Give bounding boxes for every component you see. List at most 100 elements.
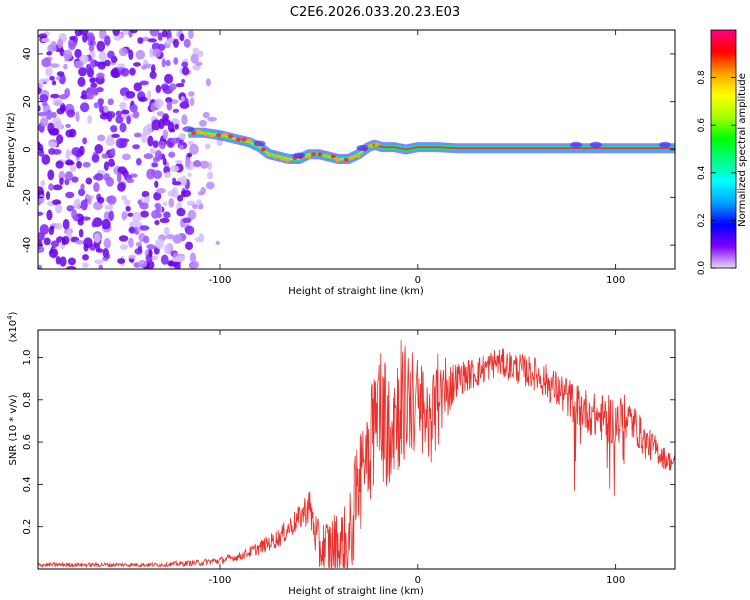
spectrogram-noise-blob (41, 154, 51, 165)
spectrogram-noise-blob (163, 211, 171, 219)
spectrogram-noise-blob (59, 105, 66, 112)
spectrogram-noise-blob (174, 123, 179, 130)
spectrogram-noise-blob (52, 98, 63, 107)
spectrogram-noise-blob (156, 111, 165, 117)
snr-x-tick-label: 0 (415, 575, 421, 586)
spectrogram-noise-blob (71, 146, 82, 156)
ridge-peak-blob (279, 156, 286, 161)
spectrogram-noise-blob (41, 101, 48, 107)
spectrogram-noise-blob (91, 221, 97, 228)
spectrogram-noise-blob (184, 156, 191, 168)
spectrogram-noise-blob (97, 61, 106, 70)
spectrogram-noise-blob (160, 254, 169, 265)
spectrogram-noise-blob (51, 111, 57, 119)
spectrogram-noise-blob (180, 96, 185, 102)
spectrogram-noise-blob (146, 168, 155, 180)
spectrogram-noise-blob (161, 58, 166, 68)
spectrogram-noise-blob (181, 114, 188, 125)
spectrogram-noise-blob (38, 33, 48, 39)
spectrogram-noise-blob (104, 35, 111, 46)
spectrogram-noise-blob (117, 182, 126, 192)
spectrogram-noise-blob (96, 87, 104, 93)
spectrogram-noise-blob (66, 109, 76, 118)
spectrogram-noise-blob (79, 145, 85, 156)
spectrogram-noise-blob (110, 147, 116, 156)
spectrogram-noise-blob (168, 265, 175, 269)
colorbar-label: Normalized spectral amplitude (737, 73, 748, 227)
ridge-side-blob (659, 141, 672, 148)
spectrogram-noise-blob (99, 113, 110, 120)
spectrogram-noise-blob (49, 75, 55, 81)
spectrogram-noise-blob (139, 202, 149, 210)
spectrogram-noise-blob (152, 48, 162, 58)
snr-y-ticks: 0.2 0.4 0.6 0.8 1.0 (22, 350, 675, 535)
spectrogram-noise-blob (40, 180, 46, 187)
spectrogram-noise-blob (108, 210, 114, 221)
spectrogram-noise-blob (85, 63, 92, 74)
colorbar-ticks: 0.0 0.2 0.4 0.6 0.8 (697, 70, 736, 275)
spectrogram-noise-blob (137, 259, 148, 268)
spectrogram-noise-blob (45, 109, 53, 120)
spectrogram-noise-blob (135, 49, 146, 60)
spectrogram-noise-blob (38, 245, 45, 253)
spectrogram-noise-blob (153, 191, 162, 201)
spectrogram-noise-blob (49, 63, 60, 68)
spectrogram-noise-blob (165, 59, 171, 67)
ridge-peak-blob (367, 143, 374, 148)
spectrogram-noise-blob (73, 198, 82, 210)
spectrogram-noise-blob (182, 217, 192, 224)
spectrogram-noise-blob (99, 30, 107, 40)
spectrogram-noise-blob (169, 165, 180, 173)
spectrogram-noise-blob (104, 204, 114, 211)
spectrogram-noise-blob (187, 140, 194, 146)
spectrogram-noise-blob (183, 38, 191, 48)
spectrogram-noise-blob (177, 194, 184, 202)
spectrogram-noise-blob (141, 36, 150, 42)
spectrogram-noise-blob (59, 177, 64, 186)
spectrogram-noise-blob (56, 134, 64, 145)
spectrogram-noise-blob (156, 187, 166, 194)
ridge-red-core (368, 143, 675, 151)
spectrogram-noise-blob (205, 181, 215, 190)
spectrogram-noise-blob (167, 190, 177, 197)
spectrogram-noise-blob (66, 266, 77, 269)
spectrogram-noise-blob (152, 170, 163, 180)
spectrogram-noise-blob (77, 76, 86, 87)
snr-x-axis-label: Height of straight line (km) (288, 586, 424, 597)
spectrogram-noise-blob (115, 110, 122, 117)
spectrogram-noise-blob (187, 152, 193, 158)
spectrogram-noise-blob (82, 137, 88, 145)
spectrogram-noise-blob (121, 211, 128, 220)
ridge-peak-blob (285, 158, 291, 163)
ridge-peak-blob (323, 154, 329, 159)
spectrogram-noise-blob (97, 134, 106, 142)
snr-y-tick-label: 0.6 (22, 434, 33, 450)
spectrogram-noise-blob (119, 101, 127, 110)
spectrogram-noise-blob (91, 154, 100, 163)
spectrogram-noise-blob (143, 153, 154, 160)
spectrogram-noise-blob (64, 171, 74, 181)
spectrogram-noise-blob (65, 159, 74, 166)
ridge-peak-blob (355, 153, 361, 158)
spectrogram-noise-blob (178, 132, 186, 141)
spectrogram-noise-blob (149, 148, 156, 155)
spectrogram-noise-blob (181, 61, 189, 68)
spectrogram-noise-blob (97, 196, 105, 204)
spectrogram-noise-blob (78, 228, 84, 238)
spectrogram-noise-blob (110, 68, 120, 79)
spectrogram-noise-blob (74, 30, 83, 37)
spectrogram-noise-blob (96, 40, 106, 52)
snr-y-tick-label: 0.8 (22, 392, 33, 408)
spectrogram-noise-blob (125, 205, 131, 212)
spectrogram-noise-blob (55, 203, 63, 214)
spectrogram-noise-blob (97, 98, 104, 106)
spectrogram-noise-blob (48, 183, 54, 191)
ridge-peak-blob (241, 137, 247, 142)
ridge-peak-blob (216, 133, 222, 138)
spectrogram-noise-blob (207, 171, 214, 180)
ridge-peak-blob (266, 152, 272, 157)
spectrogram-noise-blob (98, 51, 107, 62)
spectrogram-noise-blob (65, 123, 71, 128)
spectrogram-noise-blob (192, 204, 198, 210)
spectrogram-noise-blob (165, 97, 173, 104)
